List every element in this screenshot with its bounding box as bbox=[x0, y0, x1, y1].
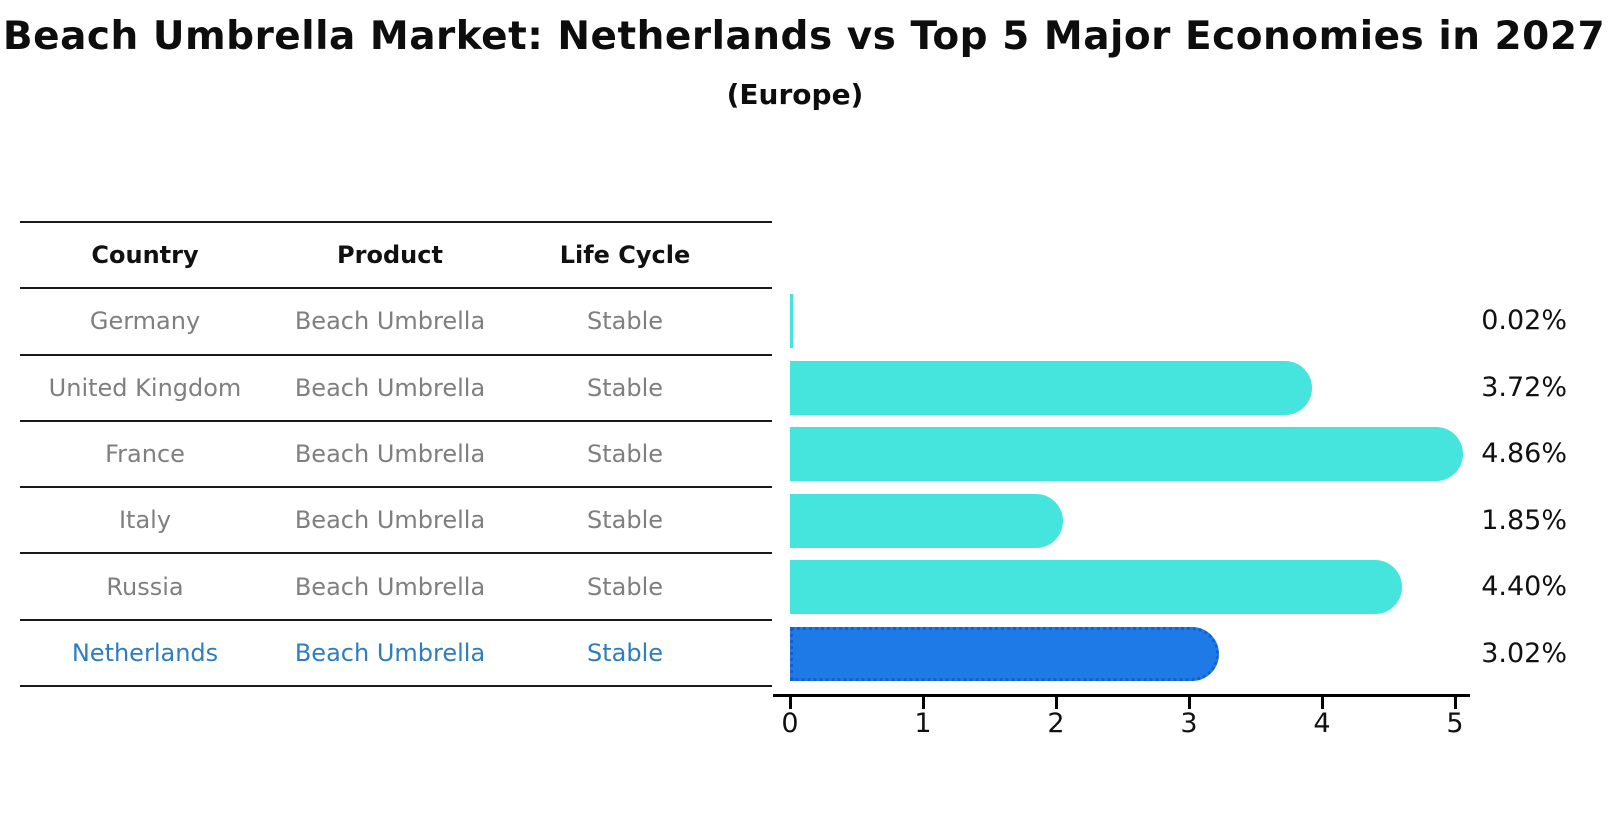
cell-life-cycle: Stable bbox=[586, 638, 664, 667]
x-axis-tick-label: 1 bbox=[914, 708, 932, 739]
value-label-germany: 0.02% bbox=[1481, 305, 1567, 337]
table-row-russia: Russia Beach Umbrella Stable bbox=[20, 554, 772, 621]
x-axis-tick-label: 5 bbox=[1446, 708, 1464, 739]
column-header-country: Country bbox=[91, 241, 199, 270]
cell-product: Beach Umbrella bbox=[294, 373, 486, 402]
chart-title: Beach Umbrella Market: Netherlands vs To… bbox=[2, 14, 1606, 59]
bar-netherlands bbox=[790, 626, 1219, 681]
x-axis-tick bbox=[1320, 694, 1324, 709]
x-axis-line bbox=[773, 694, 1470, 697]
table-row-italy: Italy Beach Umbrella Stable bbox=[20, 488, 772, 555]
chart-subtitle: (Europe) bbox=[726, 78, 864, 111]
cell-product: Beach Umbrella bbox=[294, 307, 486, 336]
country-table: Country Product Life Cycle Germany Beach… bbox=[20, 221, 772, 687]
cell-life-cycle: Stable bbox=[586, 373, 664, 402]
x-axis-tick bbox=[1054, 694, 1058, 709]
column-header-product: Product bbox=[337, 241, 443, 270]
x-axis-tick-label: 0 bbox=[781, 708, 799, 739]
cell-life-cycle: Stable bbox=[586, 307, 664, 336]
x-axis-tick bbox=[1453, 694, 1457, 709]
value-label-united-kingdom: 3.72% bbox=[1481, 371, 1567, 403]
value-label-russia: 4.40% bbox=[1481, 571, 1567, 603]
x-axis-tick-label: 2 bbox=[1047, 708, 1065, 739]
table-row-netherlands: Netherlands Beach Umbrella Stable bbox=[20, 621, 772, 687]
bar-russia bbox=[790, 560, 1403, 615]
x-axis-tick bbox=[788, 694, 792, 709]
cell-country: Netherlands bbox=[71, 638, 219, 667]
value-label-france: 4.86% bbox=[1481, 438, 1567, 470]
bar-italy bbox=[790, 493, 1064, 548]
x-axis-tick-label: 3 bbox=[1180, 708, 1198, 739]
cell-life-cycle: Stable bbox=[586, 572, 664, 601]
cell-country: Russia bbox=[106, 572, 184, 601]
table-header-row: Country Product Life Cycle bbox=[20, 223, 772, 290]
cell-country: Germany bbox=[89, 307, 201, 336]
value-label-netherlands: 3.02% bbox=[1481, 637, 1567, 669]
x-axis-tick bbox=[921, 694, 925, 709]
table-row-germany: Germany Beach Umbrella Stable bbox=[20, 289, 772, 356]
table-row-united-kingdom: United Kingdom Beach Umbrella Stable bbox=[20, 356, 772, 422]
cell-product: Beach Umbrella bbox=[294, 439, 486, 468]
table-row-france: France Beach Umbrella Stable bbox=[20, 422, 772, 489]
cell-country: France bbox=[105, 439, 185, 468]
cell-life-cycle: Stable bbox=[586, 439, 664, 468]
value-label-italy: 1.85% bbox=[1481, 504, 1567, 536]
x-axis-tick bbox=[1187, 694, 1191, 709]
cell-product: Beach Umbrella bbox=[294, 638, 486, 667]
cell-life-cycle: Stable bbox=[586, 506, 664, 535]
column-header-life-cycle: Life Cycle bbox=[559, 241, 691, 270]
cell-country: Italy bbox=[118, 506, 172, 535]
bar-germany bbox=[790, 294, 793, 349]
cell-product: Beach Umbrella bbox=[294, 572, 486, 601]
cell-country: United Kingdom bbox=[48, 373, 242, 402]
bar-united-kingdom bbox=[790, 360, 1312, 415]
bar-france bbox=[790, 427, 1464, 482]
cell-product: Beach Umbrella bbox=[294, 506, 486, 535]
x-axis-tick-label: 4 bbox=[1313, 708, 1331, 739]
